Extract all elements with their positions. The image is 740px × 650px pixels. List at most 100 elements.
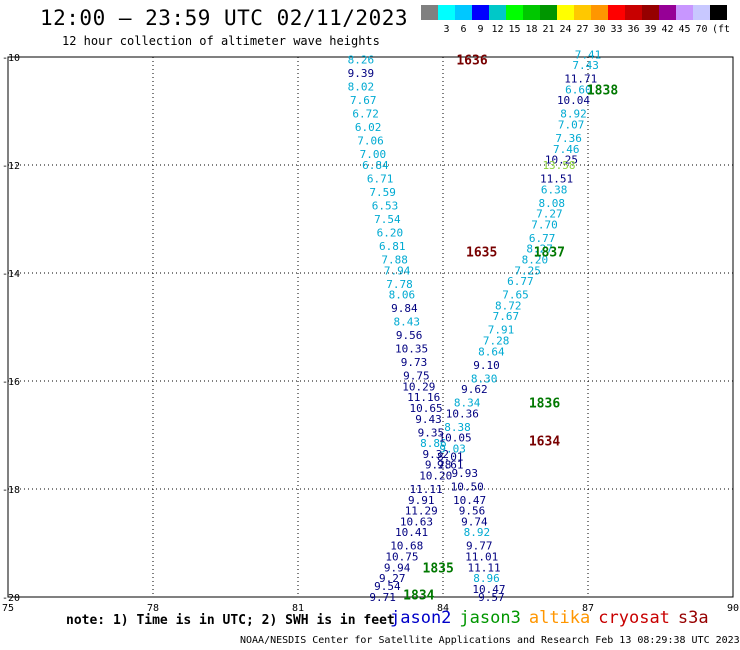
data-point-label: 9.71: [369, 591, 396, 604]
y-tick-label: -16: [2, 377, 20, 388]
scale-label: 45: [678, 24, 690, 35]
y-tick-label: -20: [2, 593, 20, 604]
data-point-label: 10.04: [557, 94, 590, 107]
data-point-label: 9.56: [396, 329, 423, 342]
data-point-label: 9.27: [379, 572, 406, 585]
data-point-label: 8.02: [348, 81, 375, 94]
data-point-label: 11.51: [540, 173, 573, 186]
x-tick-label: 90: [727, 603, 739, 612]
wave-height-chart: 75 78 81 84 87 90-10-12-14-16-18-208.269.398.…: [2, 48, 739, 612]
data-point-label: 9.93: [452, 467, 479, 480]
y-tick-label: -18: [2, 485, 20, 496]
scale-label: 12: [491, 24, 503, 35]
data-point-label: 8.01: [437, 451, 464, 464]
data-point-label: 10.50: [451, 480, 484, 493]
scale-swatch: [557, 5, 574, 20]
data-point-label: 9.77: [466, 540, 493, 553]
data-point-label: 9.84: [391, 302, 418, 315]
scale-label: 70: [695, 24, 707, 35]
pass-label: 1634: [529, 434, 560, 449]
data-point-label: 8.38: [444, 421, 471, 434]
pass-label: 1836: [529, 397, 560, 412]
y-tick-label: -10: [2, 53, 20, 64]
data-point-label: 7.41: [575, 48, 602, 61]
satellite-altika: altika: [528, 608, 591, 628]
x-tick-label: 84: [437, 603, 449, 612]
scale-swatch: [540, 5, 557, 20]
data-point-label: 9.57: [478, 591, 505, 604]
data-point-label: 8.72: [495, 299, 522, 312]
data-point-label: 10.47: [453, 494, 486, 507]
scale-label: 42: [661, 24, 673, 35]
data-point-label: 6.53: [372, 200, 399, 213]
scale-swatch: [472, 5, 489, 20]
data-point-label: 11.16: [407, 391, 440, 404]
scale-label: 24: [559, 24, 571, 35]
scale-label: 21: [542, 24, 554, 35]
data-point-label: 10.29: [402, 380, 435, 393]
data-point-label: 6.84: [362, 159, 389, 172]
scale-swatch: [438, 5, 455, 20]
scale-swatch: [523, 5, 540, 20]
data-point-label: 9.75: [403, 370, 430, 383]
data-point-label: 9.03: [439, 443, 466, 456]
data-point-label: 7.36: [555, 132, 582, 145]
data-point-label: 9.54: [374, 580, 401, 593]
data-point-label: 7.88: [381, 254, 408, 267]
scale-label: 15: [508, 24, 520, 35]
data-point-label: 11.11: [468, 561, 501, 574]
data-point-label: 10.65: [410, 402, 443, 415]
data-point-label: 9.32: [423, 448, 450, 461]
x-tick-label: 78: [147, 603, 159, 612]
data-point-label: 7.65: [502, 289, 529, 302]
data-point-label: 11.29: [405, 505, 438, 518]
data-point-label: 7.07: [558, 119, 585, 132]
data-point-label: 13.58: [542, 159, 575, 172]
scale-swatch: [659, 5, 676, 20]
data-point-label: 9.10: [473, 359, 500, 372]
pass-label: 1835: [423, 561, 454, 576]
scale-swatch: [625, 5, 642, 20]
data-point-label: 6.81: [379, 240, 406, 253]
pass-label: 1834: [403, 588, 434, 603]
data-point-label: 7.06: [357, 135, 384, 148]
y-tick-label: -12: [2, 161, 20, 172]
data-point-label: 10.68: [390, 540, 423, 553]
y-tick-label: -14: [2, 269, 20, 280]
satellite-jason3: jason3: [459, 608, 521, 628]
scale-swatch: [506, 5, 523, 20]
data-point-label: 9.73: [401, 356, 428, 369]
data-point-label: 9.43: [415, 413, 442, 426]
data-point-label: 8.20: [522, 254, 549, 267]
data-point-label: 7.27: [536, 208, 563, 221]
note-text: note: 1) Time is in UTC; 2) SWH is in fe…: [66, 613, 395, 628]
data-point-label: 7.43: [572, 59, 599, 72]
satellite-jason2: jason2: [390, 608, 452, 628]
data-point-label: 8.96: [473, 572, 500, 585]
data-point-label: 7.59: [369, 186, 396, 199]
pass-label: 1837: [534, 245, 565, 260]
data-point-label: 6.77: [507, 275, 534, 288]
scale-label: 3: [443, 24, 449, 35]
scale-swatch: [591, 5, 608, 20]
x-tick-label: 87: [582, 603, 594, 612]
credit-text: NOAA/NESDIS Center for Satellite Applica…: [240, 635, 740, 646]
data-point-label: 10.20: [419, 470, 452, 483]
data-point-label: 8.64: [478, 345, 505, 358]
scale-label: 18: [525, 24, 537, 35]
data-point-label: 6.71: [367, 173, 394, 186]
data-point-label: 8.27: [526, 243, 553, 256]
data-point-label: 8.08: [539, 197, 566, 210]
scale-swatch: [421, 5, 438, 20]
scale-swatch: [710, 5, 727, 20]
x-tick-label: 81: [292, 603, 304, 612]
scale-label: 33: [610, 24, 622, 35]
data-point-label: 7.25: [514, 264, 541, 277]
data-point-label: 9.74: [461, 515, 488, 528]
satellite-s3a: s3a: [677, 608, 709, 628]
data-point-label: 9.35: [418, 426, 445, 439]
data-point-label: 6.20: [377, 227, 404, 240]
data-point-label: 6.60: [565, 83, 592, 96]
data-point-label: 8.86: [420, 437, 447, 450]
